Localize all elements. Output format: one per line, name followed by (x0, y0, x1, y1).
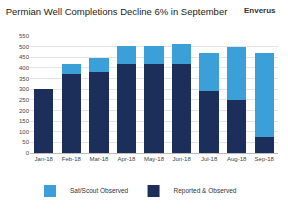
svg-text:Sep-18: Sep-18 (255, 156, 275, 162)
svg-text:Feb-18: Feb-18 (62, 156, 82, 162)
svg-text:300: 300 (19, 86, 30, 92)
svg-text:150: 150 (19, 118, 30, 124)
svg-text:Reported & Observed: Reported & Observed (174, 187, 237, 195)
svg-text:500: 500 (19, 44, 30, 50)
svg-text:Sat/Scout Observed: Sat/Scout Observed (70, 187, 129, 194)
svg-text:100: 100 (19, 129, 30, 135)
svg-text:0: 0 (26, 150, 30, 156)
svg-text:400: 400 (19, 65, 30, 71)
svg-text:May-18: May-18 (144, 156, 165, 162)
svg-text:550: 550 (19, 33, 30, 39)
svg-text:Permian Well Completions Decli: Permian Well Completions Decline 6% in S… (6, 6, 228, 17)
svg-text:350: 350 (19, 76, 30, 82)
svg-text:Mar-18: Mar-18 (89, 156, 109, 162)
svg-text:250: 250 (19, 97, 30, 103)
svg-text:Jul-18: Jul-18 (201, 156, 218, 162)
svg-text:50: 50 (22, 139, 29, 145)
svg-text:Jun-18: Jun-18 (172, 156, 191, 162)
svg-text:Jan-18: Jan-18 (35, 156, 54, 162)
svg-text:Aug-18: Aug-18 (227, 156, 247, 162)
svg-text:200: 200 (19, 108, 30, 114)
svg-text:Apr-18: Apr-18 (117, 156, 136, 162)
svg-text:Enverus: Enverus (244, 6, 276, 15)
svg-text:450: 450 (19, 54, 30, 60)
